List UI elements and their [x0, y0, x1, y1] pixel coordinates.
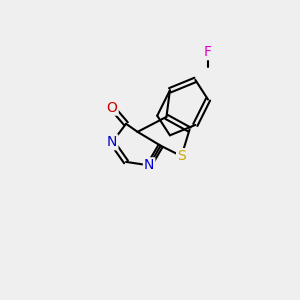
Text: S: S [177, 149, 186, 163]
Text: N: N [107, 135, 117, 149]
Text: N: N [144, 158, 154, 172]
Text: F: F [204, 45, 212, 59]
Text: O: O [107, 100, 118, 115]
